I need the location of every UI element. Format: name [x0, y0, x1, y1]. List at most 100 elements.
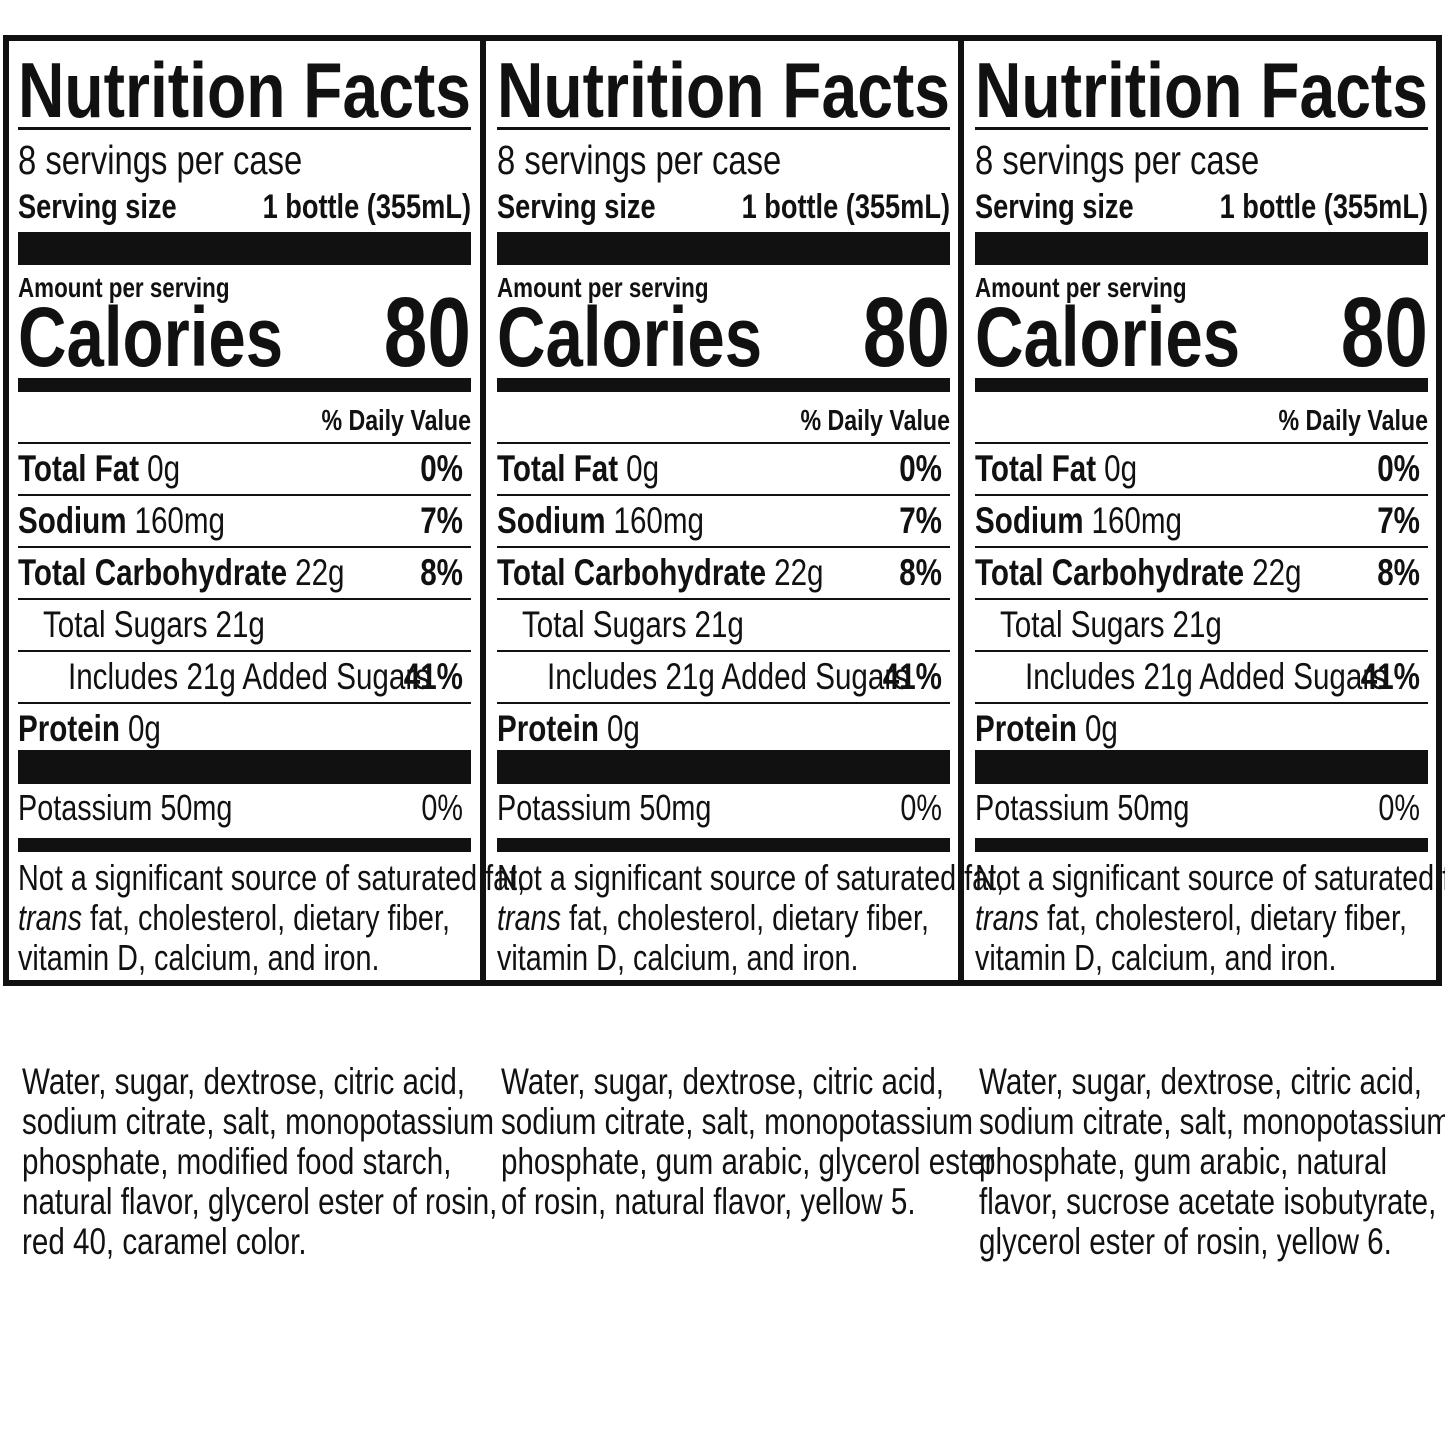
- rule: [975, 378, 1428, 392]
- ingredients-line: red 40, caramel color.: [22, 1222, 307, 1263]
- nutrient-row: Total Sugars 21g: [522, 605, 744, 646]
- rule: [18, 378, 471, 392]
- nutrient-amount: 0g: [1085, 709, 1118, 750]
- nutrient-name: Total Carbohydrate: [975, 553, 1244, 594]
- rule: [18, 598, 471, 600]
- daily-value: 8%: [899, 553, 942, 594]
- daily-value: 7%: [1377, 501, 1420, 542]
- dv-header: % Daily Value: [1278, 403, 1428, 436]
- nutrient-row: Total Fat 0g: [18, 449, 180, 490]
- calories-label: Calories: [18, 291, 283, 385]
- ingredients-line: phosphate, modified food starch,: [22, 1142, 451, 1183]
- nutrient-row: Sodium 160mg: [975, 501, 1182, 542]
- rule: [18, 838, 471, 852]
- nutrient-name: Total Fat: [497, 449, 618, 490]
- daily-value: 41%: [1361, 657, 1420, 698]
- nutrient-row: Protein 0g: [975, 709, 1118, 750]
- panel-title: Nutrition Facts: [497, 46, 950, 133]
- nutrient-row: Includes 21g Added Sugars: [547, 657, 909, 698]
- serving-size-label: Serving size: [497, 187, 656, 226]
- nutrient-row: Total Carbohydrate 22g: [975, 553, 1302, 594]
- nutrient-name: Total Carbohydrate: [18, 553, 287, 594]
- nutrient-amount: 21g: [695, 605, 744, 646]
- rule: [497, 232, 950, 265]
- potassium-dv: 0%: [900, 787, 942, 828]
- nutrient-name: Sodium: [18, 501, 127, 542]
- nutrient-row: Protein 0g: [18, 709, 161, 750]
- rule: [497, 702, 950, 704]
- daily-value: 0%: [1377, 449, 1420, 490]
- footnote-trans: trans: [975, 897, 1039, 938]
- daily-value: 41%: [883, 657, 942, 698]
- calories-value: 80: [384, 278, 471, 387]
- footnote-line: Not a significant source of saturated fa…: [18, 857, 525, 898]
- rule: [975, 598, 1428, 600]
- nutrient-amount: 22g: [1252, 553, 1301, 594]
- nutrient-row: Total Carbohydrate 22g: [497, 553, 824, 594]
- rule: [497, 442, 950, 444]
- nutrient-amount: 22g: [774, 553, 823, 594]
- daily-value: 7%: [420, 501, 463, 542]
- daily-value: 0%: [420, 449, 463, 490]
- amount-label: Amount per serving: [497, 273, 709, 304]
- panel-divider: [958, 38, 964, 983]
- potassium: Potassium 50mg: [975, 787, 1189, 828]
- calories-value: 80: [1341, 278, 1428, 387]
- serving-size-value: 1 bottle (355mL): [263, 187, 471, 226]
- serving-size-label: Serving size: [18, 187, 177, 226]
- footnote-line: vitamin D, calcium, and iron.: [975, 937, 1336, 978]
- nutrient-row: Sodium 160mg: [497, 501, 704, 542]
- nutrient-amount: 160mg: [1092, 501, 1182, 542]
- potassium-dv: 0%: [421, 787, 463, 828]
- rule: [497, 546, 950, 548]
- ingredients-line: flavor, sucrose acetate isobutyrate,: [979, 1182, 1436, 1223]
- footnote-line: trans fat, cholesterol, dietary fiber,: [18, 897, 450, 938]
- nutrient-name: Protein: [497, 709, 599, 750]
- rule: [18, 127, 471, 130]
- potassium-dv: 0%: [1378, 787, 1420, 828]
- footnote-line: trans fat, cholesterol, dietary fiber,: [975, 897, 1407, 938]
- nutrient-amount: 0g: [1104, 449, 1137, 490]
- nutrient-name: Total Sugars: [522, 605, 687, 646]
- rule: [497, 838, 950, 852]
- dv-header: % Daily Value: [321, 403, 471, 436]
- nutrient-amount: 0g: [128, 709, 161, 750]
- rule: [497, 378, 950, 392]
- nutrient-row: Total Fat 0g: [497, 449, 659, 490]
- dv-header: % Daily Value: [800, 403, 950, 436]
- servings: 8 servings per case: [18, 136, 302, 182]
- nutrient-name: Includes 21g Added Sugars: [547, 657, 909, 698]
- serving-size-value: 1 bottle (355mL): [742, 187, 950, 226]
- daily-value: 8%: [420, 553, 463, 594]
- panel-divider: [480, 38, 486, 983]
- amount-label: Amount per serving: [975, 273, 1187, 304]
- ingredients-line: sodium citrate, salt, monopotassium: [979, 1102, 1445, 1143]
- calories-label: Calories: [497, 291, 762, 385]
- rule: [497, 650, 950, 652]
- potassium: Potassium 50mg: [18, 787, 232, 828]
- nutrient-amount: 21g: [216, 605, 265, 646]
- nutrient-name: Total Fat: [18, 449, 139, 490]
- rule: [497, 494, 950, 496]
- ingredients-line: sodium citrate, salt, monopotassium: [22, 1102, 494, 1143]
- nutrient-name: Sodium: [975, 501, 1084, 542]
- footnote-text: fat, cholesterol, dietary fiber,: [1047, 897, 1407, 938]
- ingredients-line: Water, sugar, dextrose, citric acid,: [501, 1062, 944, 1103]
- nutrient-name: Includes 21g Added Sugars: [1025, 657, 1387, 698]
- panel-title: Nutrition Facts: [975, 46, 1428, 133]
- nutrient-name: Total Sugars: [43, 605, 208, 646]
- rule: [18, 546, 471, 548]
- ingredients-line: Water, sugar, dextrose, citric acid,: [22, 1062, 465, 1103]
- serving-size-label: Serving size: [975, 187, 1134, 226]
- rule: [18, 232, 471, 265]
- ingredients-line: natural flavor, glycerol ester of rosin,: [22, 1182, 497, 1223]
- nutrient-name: Total Carbohydrate: [497, 553, 766, 594]
- panel-title: Nutrition Facts: [18, 46, 471, 133]
- rule: [975, 494, 1428, 496]
- ingredients-line: phosphate, gum arabic, natural: [979, 1142, 1387, 1183]
- nutrient-amount: 0g: [147, 449, 180, 490]
- nutrient-amount: 21g: [1173, 605, 1222, 646]
- nutrient-amount: 22g: [295, 553, 344, 594]
- nutrient-row: Protein 0g: [497, 709, 640, 750]
